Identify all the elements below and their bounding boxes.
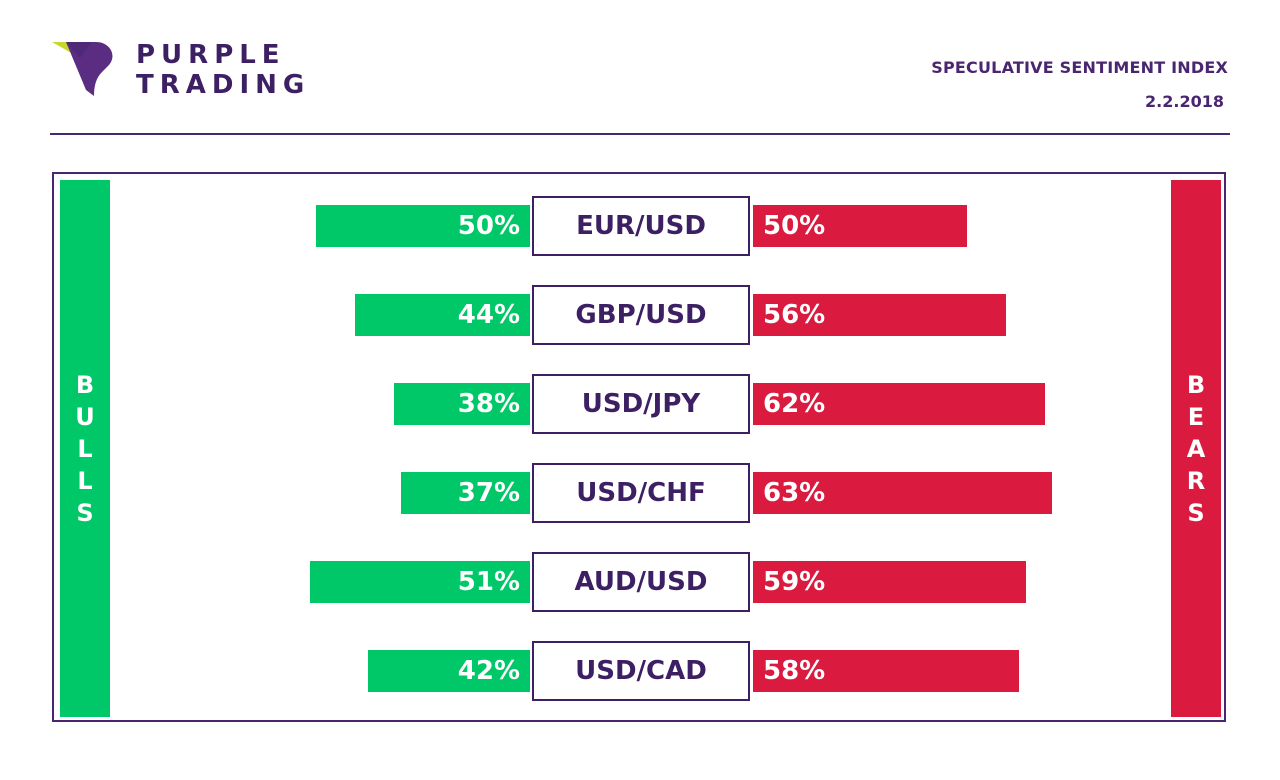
bears-bar: 63% bbox=[753, 472, 1052, 514]
bulls-bar: 38% bbox=[394, 383, 530, 425]
bulls-letter: L bbox=[77, 434, 93, 463]
bears-bar: 56% bbox=[753, 294, 1006, 336]
currency-pair-label: AUD/USD bbox=[532, 552, 750, 612]
bears-bar: 62% bbox=[753, 383, 1045, 425]
bears-bar: 50% bbox=[753, 205, 967, 247]
currency-pair-label: USD/CAD bbox=[532, 641, 750, 701]
currency-pair-label: GBP/USD bbox=[532, 285, 750, 345]
brand-line-2: TRADING bbox=[136, 70, 311, 100]
bulls-bar: 37% bbox=[400, 472, 530, 514]
chart-frame bbox=[52, 172, 1226, 722]
purple-trading-logo bbox=[52, 42, 113, 96]
currency-pair-label: EUR/USD bbox=[532, 196, 750, 256]
bulls-bar: 50% bbox=[316, 205, 530, 247]
bulls-bar: 51% bbox=[309, 561, 530, 603]
bulls-letter: L bbox=[77, 466, 93, 495]
brand-line-1: PURPLE bbox=[136, 40, 286, 70]
bears-bar: 59% bbox=[753, 561, 1026, 603]
bears-letter: A bbox=[1186, 434, 1206, 463]
sentiment-row: 37% USD/CHF 63% bbox=[0, 463, 1280, 523]
bulls-letter: U bbox=[75, 402, 95, 431]
bears-letter: B bbox=[1186, 370, 1206, 399]
bulls-bar: 42% bbox=[368, 650, 530, 692]
bears-letter: R bbox=[1186, 466, 1206, 495]
sentiment-row: 51% AUD/USD 59% bbox=[0, 552, 1280, 612]
header-divider bbox=[50, 133, 1230, 135]
currency-pair-label: USD/JPY bbox=[532, 374, 750, 434]
sentiment-row: 50% EUR/USD 50% bbox=[0, 196, 1280, 256]
sentiment-row: 44% GBP/USD 56% bbox=[0, 285, 1280, 345]
index-title: SPECULATIVE SENTIMENT INDEX bbox=[931, 58, 1228, 77]
bears-letter: E bbox=[1187, 402, 1205, 431]
bulls-letter: S bbox=[76, 498, 94, 527]
bulls-bar: 44% bbox=[355, 294, 530, 336]
bulls-letter: B bbox=[75, 370, 95, 399]
sentiment-row: 38% USD/JPY 62% bbox=[0, 374, 1280, 434]
bears-bar: 58% bbox=[753, 650, 1019, 692]
index-date: 2.2.2018 bbox=[1145, 92, 1224, 111]
currency-pair-label: USD/CHF bbox=[532, 463, 750, 523]
sentiment-row: 42% USD/CAD 58% bbox=[0, 641, 1280, 701]
bears-letter: S bbox=[1187, 498, 1205, 527]
brand-name: PURPLE TRADING bbox=[136, 40, 310, 100]
